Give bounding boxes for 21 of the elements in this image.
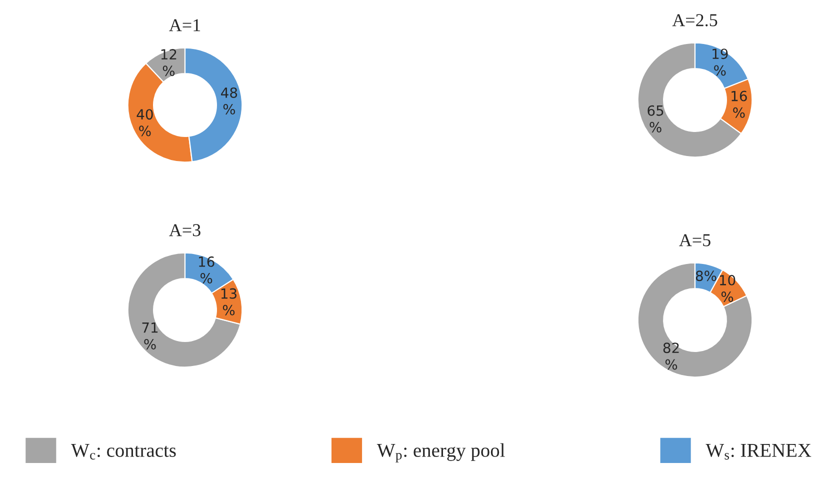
data-label: 8% — [696, 270, 716, 282]
chart-title: A=3 — [169, 224, 200, 236]
chart-title: A=1 — [169, 19, 200, 32]
chart-title: A=2.5 — [672, 14, 718, 26]
legend-label: W$_{s}$: IRENEX — [706, 444, 812, 460]
legend-label: W$_{c}$: contracts — [71, 444, 176, 460]
data-label: 19 % — [712, 48, 728, 76]
data-label: 82 % — [663, 342, 679, 370]
data-label: 71 % — [142, 322, 158, 350]
data-label: 65 % — [648, 105, 664, 132]
donut-slice — [127, 252, 241, 368]
data-label: 16 % — [199, 256, 214, 284]
data-label: 10 % — [720, 274, 736, 302]
data-label: 16 % — [732, 90, 747, 118]
donut-slice — [637, 262, 753, 378]
data-label: 40 % — [136, 109, 153, 136]
data-label: 48 % — [221, 87, 238, 115]
data-label: 13 % — [221, 288, 236, 316]
legend-label: W$_{p}$: energy pool — [376, 443, 505, 462]
data-label: 12 % — [161, 49, 176, 76]
chart-title: A=5 — [679, 234, 710, 246]
